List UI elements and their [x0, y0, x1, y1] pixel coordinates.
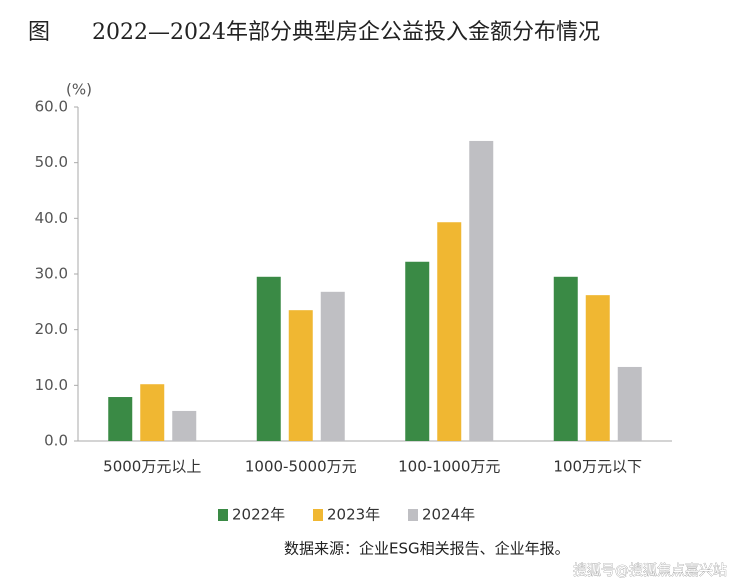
y-tick-label: 30.0: [35, 265, 68, 283]
y-tick-label: 60.0: [35, 98, 68, 116]
bar: [405, 261, 430, 441]
chart-title: 2022—2024年部分典型房企公益投入金额分布情况: [92, 20, 600, 45]
source-note: 数据来源：企业ESG相关报告、企业年报。: [284, 540, 570, 558]
bar: [617, 366, 642, 441]
bar: [108, 397, 133, 441]
y-tick-label: 0.0: [44, 432, 68, 450]
x-tick-label: 1000-5000万元: [245, 458, 357, 476]
bar: [172, 410, 197, 441]
legend-swatch: [408, 509, 418, 521]
bar: [585, 295, 610, 441]
bar: [320, 291, 345, 441]
bar: [140, 384, 165, 441]
figure-label: 图: [28, 20, 50, 45]
legend-label: 2024年: [422, 506, 475, 524]
y-tick-label: 10.0: [35, 376, 68, 394]
legend-swatch: [313, 509, 323, 521]
y-tick-label: 40.0: [35, 209, 68, 227]
legend-label: 2023年: [327, 506, 380, 524]
y-tick-label: 20.0: [35, 320, 68, 338]
bar: [553, 276, 578, 441]
bar: [288, 310, 313, 441]
x-tick-label: 5000万元以上: [103, 458, 201, 476]
x-tick-label: 100-1000万元: [398, 458, 500, 476]
bar: [437, 222, 462, 441]
bar: [256, 276, 281, 441]
bar: [469, 140, 494, 441]
legend-swatch: [218, 509, 228, 521]
y-axis-label: (%): [66, 81, 92, 99]
watermark: 搜狐号@搜狐焦点嘉兴站: [573, 563, 727, 579]
y-tick-label: 50.0: [35, 153, 68, 171]
legend-label: 2022年: [232, 506, 285, 524]
x-tick-label: 100万元以下: [553, 458, 642, 476]
